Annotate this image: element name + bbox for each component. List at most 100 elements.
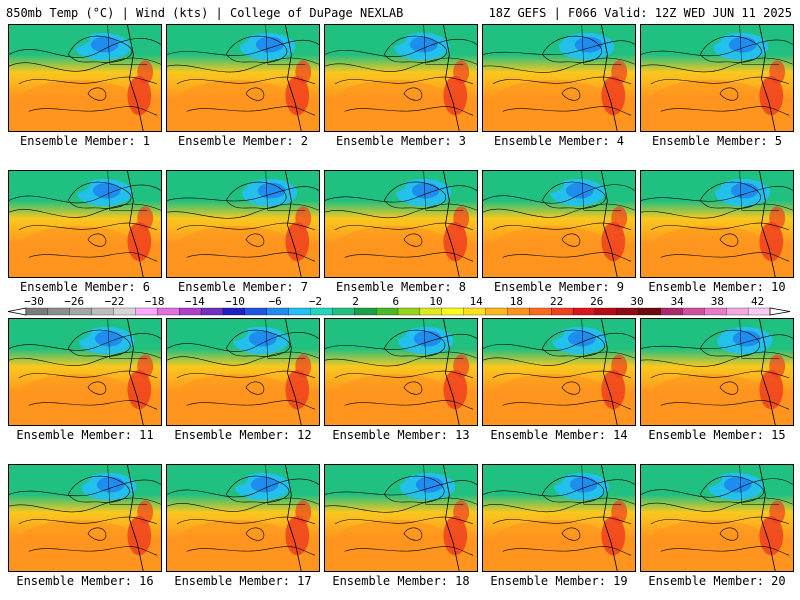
colorbar-swatch [419, 307, 443, 316]
ensemble-map-panel [640, 170, 794, 278]
ensemble-member-label: Ensemble Member: 1 [19, 134, 151, 148]
colorbar-swatch [529, 307, 552, 316]
colorbar-swatch [288, 307, 311, 316]
temperature-map [641, 25, 793, 131]
colorbar-tick-label: 6 [392, 296, 399, 308]
ensemble-member-label: Ensemble Member: 19 [490, 574, 628, 588]
ensemble-member-label: Ensemble Member: 10 [648, 280, 786, 294]
colorbar-swatch [69, 307, 93, 316]
colorbar-tick-label: 2 [352, 296, 359, 308]
colorbar-tick-label: −10 [225, 296, 245, 308]
ensemble-map-panel [482, 24, 636, 132]
colorbar-tick-label: 10 [429, 296, 442, 308]
colorbar-swatch [91, 307, 114, 316]
colorbar-swatch [266, 307, 290, 316]
colorbar-swatch [332, 307, 355, 316]
colorbar-swatch [638, 307, 662, 316]
colorbar-swatch [660, 307, 683, 316]
colorbar-swatch [354, 307, 377, 316]
ensemble-map-panel [324, 170, 478, 278]
ensemble-map-panel [8, 318, 162, 426]
temperature-map [325, 171, 477, 277]
colorbar-swatch [507, 307, 530, 316]
model-run-info: 18Z GEFS | F066 Valid: 12Z WED JUN 11 20… [488, 6, 792, 20]
colorbar-tick-label: −30 [24, 296, 44, 308]
temperature-map [325, 465, 477, 571]
ensemble-member-label: Ensemble Member: 12 [174, 428, 312, 442]
ensemble-map-panel [640, 318, 794, 426]
ensemble-member-label: Ensemble Member: 13 [332, 428, 470, 442]
ensemble-map-panel [482, 464, 636, 572]
colorbar-swatch [179, 307, 202, 316]
ensemble-map-panel [324, 318, 478, 426]
colorbar-swatch [463, 307, 486, 316]
temperature-map [167, 319, 319, 425]
colorbar-swatch [375, 307, 399, 316]
ensemble-map-panel [324, 24, 478, 132]
ensemble-member-label: Ensemble Member: 3 [335, 134, 467, 148]
ensemble-member-label: Ensemble Member: 9 [493, 280, 625, 294]
ensemble-member-label: Ensemble Member: 2 [177, 134, 309, 148]
ensemble-map-panel [8, 170, 162, 278]
colorbar-tick-label: 26 [590, 296, 603, 308]
ensemble-member-label: Ensemble Member: 17 [174, 574, 312, 588]
ensemble-member-label: Ensemble Member: 16 [16, 574, 154, 588]
temperature-map [641, 171, 793, 277]
temperature-map [9, 25, 161, 131]
temperature-map [167, 465, 319, 571]
temperature-map [483, 25, 635, 131]
colorbar-tick-label: 22 [550, 296, 563, 308]
colorbar-tick-label: −22 [104, 296, 124, 308]
colorbar-tick-label: 42 [751, 296, 764, 308]
colorbar-tick-label: 30 [630, 296, 643, 308]
colorbar-swatch [594, 307, 618, 316]
colorbar-tick-label: −2 [309, 296, 322, 308]
ensemble-member-label: Ensemble Member: 20 [648, 574, 786, 588]
temperature-map [325, 319, 477, 425]
temperature-map [9, 171, 161, 277]
colorbar-swatch [747, 307, 771, 316]
colorbar-swatch [157, 307, 180, 316]
ensemble-map-panel [8, 464, 162, 572]
ensemble-map-panel [324, 464, 478, 572]
temperature-map [167, 171, 319, 277]
temperature-map [483, 465, 635, 571]
temperature-map [641, 319, 793, 425]
ensemble-map-panel [166, 24, 320, 132]
temperature-map [483, 171, 635, 277]
ensemble-map-panel [640, 464, 794, 572]
ensemble-member-label: Ensemble Member: 15 [648, 428, 786, 442]
ensemble-member-label: Ensemble Member: 14 [490, 428, 628, 442]
colorbar-swatch [726, 307, 749, 316]
temperature-map [483, 319, 635, 425]
ensemble-member-label: Ensemble Member: 7 [177, 280, 309, 294]
colorbar-tick-label: −26 [64, 296, 84, 308]
ensemble-member-label: Ensemble Member: 4 [493, 134, 625, 148]
temperature-map [9, 319, 161, 425]
ensemble-member-label: Ensemble Member: 5 [651, 134, 783, 148]
colorbar-swatch [200, 307, 224, 316]
temperature-colorbar: −30 −26 −22 −18 −14 −10 −6 −2 2 6 10 14 18 22 26 30 34 38… [7, 296, 791, 316]
ensemble-map-panel [8, 24, 162, 132]
colorbar-swatch [135, 307, 158, 316]
colorbar-swatch [47, 307, 71, 316]
ensemble-map-panel [482, 318, 636, 426]
temperature-map [325, 25, 477, 131]
colorbar-swatch [25, 307, 49, 316]
colorbar-tick-label: 34 [671, 296, 685, 308]
colorbar-swatch [397, 307, 421, 316]
temperature-map [9, 465, 161, 571]
colorbar-tick-label: −14 [185, 296, 205, 308]
colorbar-swatch [572, 307, 596, 316]
colorbar-swatch [704, 307, 727, 316]
colorbar-swatch [113, 307, 136, 316]
ensemble-map-panel [166, 318, 320, 426]
chart-title: 850mb Temp (°C) | Wind (kts) | College o… [6, 6, 404, 20]
colorbar-tick-label: 38 [711, 296, 724, 308]
colorbar-tick-label: −6 [269, 296, 282, 308]
ensemble-map-panel [640, 24, 794, 132]
ensemble-map-panel [166, 170, 320, 278]
colorbar-swatch [244, 307, 268, 316]
temperature-map [167, 25, 319, 131]
ensemble-map-panel [166, 464, 320, 572]
